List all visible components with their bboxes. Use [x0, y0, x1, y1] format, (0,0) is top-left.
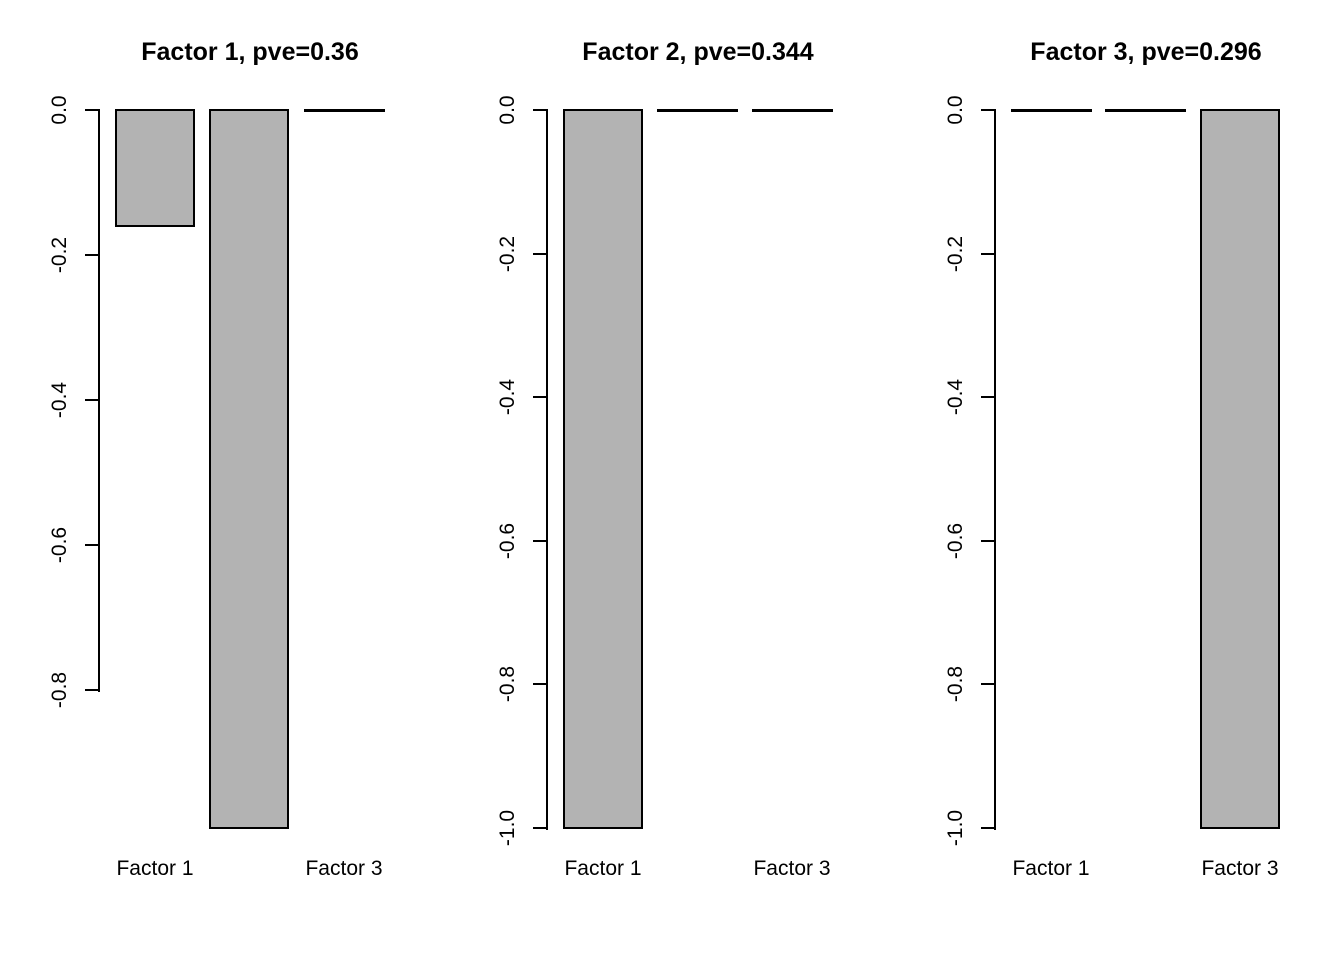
bar: [563, 109, 643, 829]
x-category-label: Factor 3: [753, 857, 831, 880]
y-axis-tick-label: -1.0: [496, 809, 519, 847]
plot-area: 0.0 -0.2 -0.4 -0.6 -0.8 -1.0 Factor 1 Factor 3: [448, 0, 896, 960]
y-axis-tick: [533, 827, 546, 829]
y-axis-tick-label: -0.6: [944, 522, 967, 559]
panel-title: Factor 2, pve=0.344: [582, 38, 814, 66]
x-category-label: Factor 1: [564, 857, 642, 880]
y-axis-line: [994, 109, 996, 830]
y-axis-tick-label: -0.6: [48, 527, 71, 564]
y-axis-tick-label: 0.0: [496, 95, 519, 125]
x-category-label: Factor 3: [1201, 857, 1279, 880]
panel-title: Factor 1, pve=0.36: [141, 38, 359, 66]
zero-value-bar: [657, 109, 738, 112]
barplot-panel-factor-1: Factor 1, pve=0.36 0.0 -0.2 -0.4 -0.6 -0.8 Fa…: [0, 0, 448, 960]
y-axis-line: [546, 109, 548, 830]
y-axis-tick: [981, 683, 994, 686]
y-axis-tick: [981, 827, 994, 829]
y-axis-tick-label: -1.0: [944, 809, 967, 847]
y-axis-tick: [85, 254, 98, 257]
y-axis-line: [98, 109, 100, 693]
y-axis-tick-label: -0.8: [944, 666, 967, 703]
y-axis-tick-label: -0.2: [48, 236, 71, 274]
y-axis-tick: [533, 683, 546, 686]
y-axis-tick-label: -0.2: [496, 235, 519, 272]
zero-value-bar: [1011, 109, 1092, 112]
y-axis-tick: [981, 396, 994, 399]
zero-value-bar: [304, 109, 385, 112]
x-category-label: Factor 1: [116, 857, 194, 880]
y-axis-tick: [981, 252, 994, 255]
y-axis-tick: [981, 109, 994, 111]
barplot-panel-factor-3: Factor 3, pve=0.296 0.0 -0.2 -0.4 -0.6 -0.8 -…: [896, 0, 1344, 960]
plot-area: 0.0 -0.2 -0.4 -0.6 -0.8 -1.0 Factor 1 Factor 3: [896, 0, 1344, 960]
y-axis-tick-label: 0.0: [944, 95, 967, 125]
bar: [209, 109, 289, 829]
zero-value-bar: [752, 109, 833, 112]
y-axis-tick-label: -0.2: [944, 235, 967, 272]
y-axis-tick-label: -0.6: [496, 522, 519, 559]
y-axis-tick-label: -0.4: [48, 382, 71, 419]
y-axis-tick: [981, 539, 994, 542]
y-axis-tick-label: -0.8: [48, 672, 71, 709]
plot-area: 0.0 -0.2 -0.4 -0.6 -0.8 Factor 1 Factor 3: [0, 0, 448, 960]
y-axis-tick: [85, 544, 98, 547]
panel-title: Factor 3, pve=0.296: [1030, 38, 1262, 66]
zero-value-bar: [1105, 109, 1186, 112]
y-axis-tick-label: -0.8: [496, 666, 519, 703]
y-axis-tick: [85, 689, 98, 692]
y-axis-tick: [85, 109, 98, 111]
y-axis-tick: [533, 396, 546, 399]
y-axis-tick: [533, 109, 546, 111]
y-axis-tick-label: 0.0: [48, 95, 71, 125]
y-axis-tick: [533, 539, 546, 542]
y-axis-tick: [85, 399, 98, 402]
x-category-label: Factor 3: [305, 857, 383, 880]
y-axis-tick: [533, 252, 546, 255]
barplot-panel-factor-2: Factor 2, pve=0.344 0.0 -0.2 -0.4 -0.6 -0.8 -…: [448, 0, 896, 960]
x-category-label: Factor 1: [1012, 857, 1090, 880]
bar: [115, 109, 195, 228]
y-axis-tick-label: -0.4: [944, 379, 967, 416]
bar: [1200, 109, 1280, 829]
y-axis-tick-label: -0.4: [496, 379, 519, 416]
